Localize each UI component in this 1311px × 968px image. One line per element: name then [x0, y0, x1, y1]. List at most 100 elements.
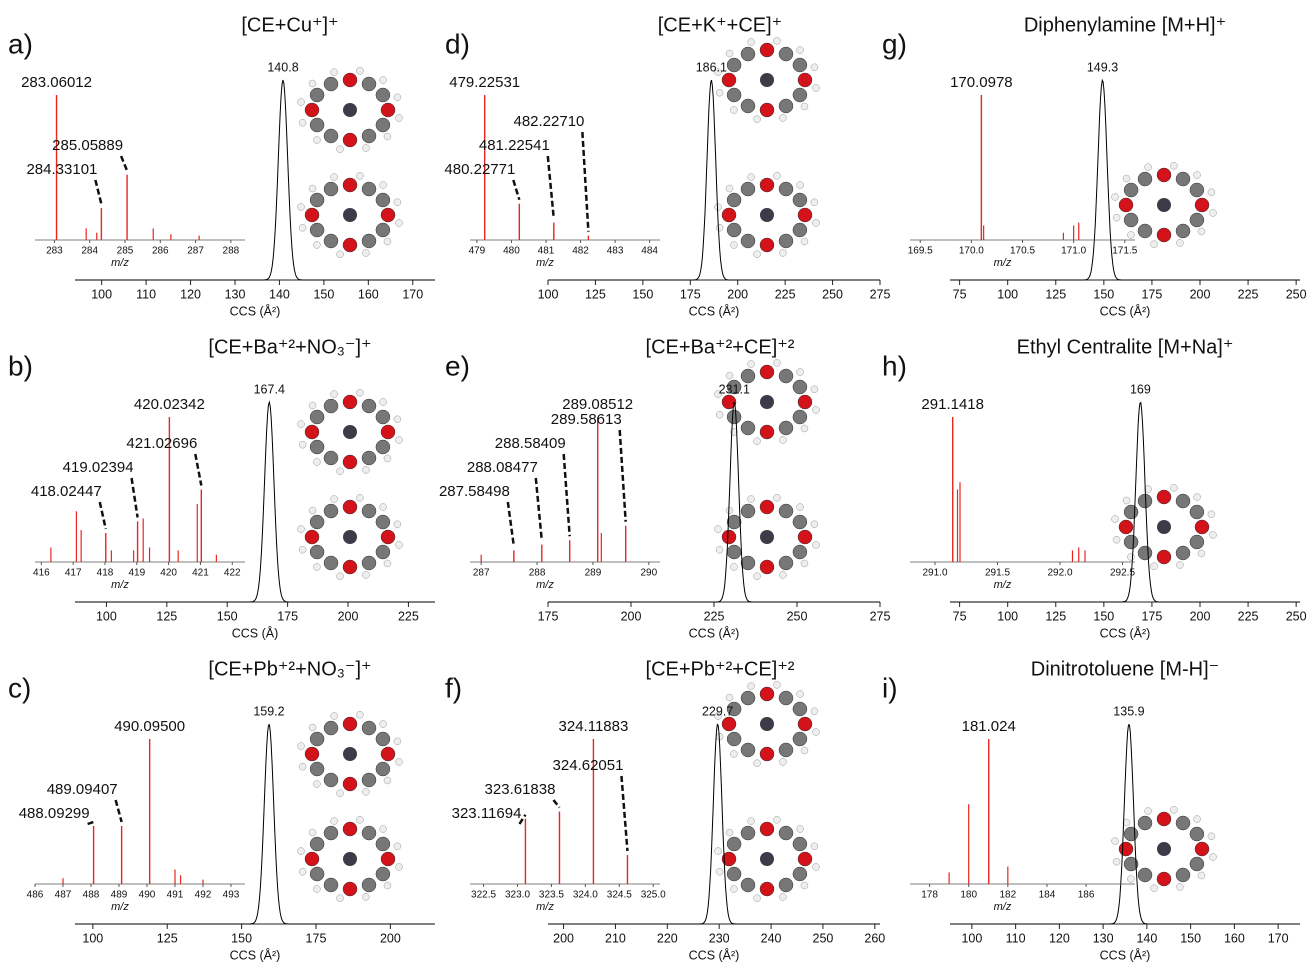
hydrogen [1170, 162, 1177, 169]
hydrogen [297, 204, 304, 211]
atom [793, 410, 807, 424]
ms-axis-label: m/z [994, 257, 1012, 269]
ccs-tick-label: 175 [306, 931, 327, 945]
hydrogen [773, 37, 780, 44]
hydrogen [384, 777, 391, 784]
ccs-tick-label: 150 [1093, 287, 1114, 301]
ccs-tick-label: 110 [136, 287, 156, 301]
hydrogen [754, 116, 761, 123]
hydrogen [811, 843, 818, 850]
hydrogen [779, 114, 786, 121]
panel: c)[CE+Pb⁺²+NO₃⁻]⁺100125150175200CCS (Å²)… [8, 658, 435, 962]
molecule [714, 494, 819, 579]
atom [798, 73, 812, 87]
ms-tick-label: 178 [921, 890, 938, 901]
hydrogen [1127, 875, 1134, 882]
atom [1190, 827, 1204, 841]
hydrogen [797, 182, 804, 189]
ms-tick-label: 420 [160, 568, 177, 579]
hydrogen [1208, 833, 1215, 840]
hydrogen [299, 546, 306, 553]
hydrogen [801, 747, 808, 754]
ccs-tick-label: 125 [1045, 609, 1066, 623]
ccs-tick-label: 225 [775, 287, 796, 301]
ms-tick-label: 290 [640, 568, 657, 579]
ms-peak-label: 482.22710 [513, 113, 584, 130]
ms-peak-label: 421.02696 [126, 435, 197, 452]
leader-line [116, 800, 122, 822]
panel-title: [CE+Ba⁺²+CE]⁺² [646, 336, 795, 358]
ms-peak-label: 420.02342 [134, 396, 205, 413]
ccs-peak-label: 186.1 [696, 60, 727, 74]
panel-label: h) [882, 350, 907, 381]
atom [722, 530, 736, 544]
atom [741, 743, 755, 757]
atom [779, 99, 793, 113]
ms-tick-label: 169.5 [908, 246, 933, 257]
leader-line [195, 454, 201, 486]
ms-axis-label: m/z [536, 579, 554, 591]
atom [1157, 872, 1171, 886]
hydrogen [730, 563, 737, 570]
hydrogen [1151, 241, 1158, 248]
panel: e)[CE+Ba⁺²+CE]⁺²175200225250275CCS (Å²)2… [439, 336, 891, 640]
ms-tick-label: 171.0 [1061, 246, 1086, 257]
panel-label: c) [8, 672, 31, 703]
hydrogen [1151, 563, 1158, 570]
ccs-tick-label: 175 [1141, 609, 1162, 623]
atom [343, 882, 357, 896]
hydrogen [714, 848, 721, 855]
hydrogen [394, 843, 401, 850]
hydrogen [754, 760, 761, 767]
atom [381, 208, 395, 222]
ms-tick-label: 421 [192, 568, 209, 579]
ms-peak-label: 181.024 [962, 718, 1016, 735]
ccs-tick-label: 200 [380, 931, 401, 945]
atom [793, 58, 807, 72]
hydrogen [309, 829, 316, 836]
ms-tick-label: 493 [223, 890, 240, 901]
ms-tick-label: 291.0 [922, 568, 947, 579]
atom [310, 545, 324, 559]
ms-peak-label: 479.22531 [449, 74, 520, 91]
atom [324, 773, 338, 787]
ms-tick-label: 292.0 [1047, 568, 1072, 579]
atom [1124, 183, 1138, 197]
ms-axis-label: m/z [994, 901, 1012, 913]
hydrogen [1210, 209, 1217, 216]
atom [779, 504, 793, 518]
ms-tick-label: 323.0 [505, 890, 530, 901]
atom [1176, 494, 1190, 508]
ccs-axis-label: CCS (Å²) [689, 947, 740, 962]
ccs-tick-label: 150 [313, 287, 334, 301]
hydrogen [380, 182, 387, 189]
atom [1157, 490, 1171, 504]
hydrogen [356, 67, 363, 74]
ms-peak-label: 289.58613 [551, 411, 622, 428]
hydrogen [797, 504, 804, 511]
hydrogen [380, 826, 387, 833]
ccs-tick-label: 170 [402, 287, 423, 301]
hydrogen [726, 829, 733, 836]
molecule [297, 816, 402, 901]
ms-tick-label: 284 [81, 246, 98, 257]
ms-tick-label: 283 [46, 246, 63, 257]
molecule [714, 816, 819, 901]
atom [779, 556, 793, 570]
ms-axis-label: m/z [111, 901, 129, 913]
hydrogen [754, 895, 761, 902]
hydrogen [299, 441, 306, 448]
atom [741, 421, 755, 435]
metal-atom [343, 852, 357, 866]
atom [779, 234, 793, 248]
molecule [297, 389, 402, 474]
ccs-tick-label: 160 [358, 287, 379, 301]
metal-atom [760, 73, 774, 87]
atom [343, 777, 357, 791]
atom [362, 773, 376, 787]
leader-line [132, 478, 138, 517]
hydrogen [1123, 497, 1130, 504]
atom [760, 500, 774, 514]
hydrogen [1194, 816, 1201, 823]
atom [310, 515, 324, 529]
